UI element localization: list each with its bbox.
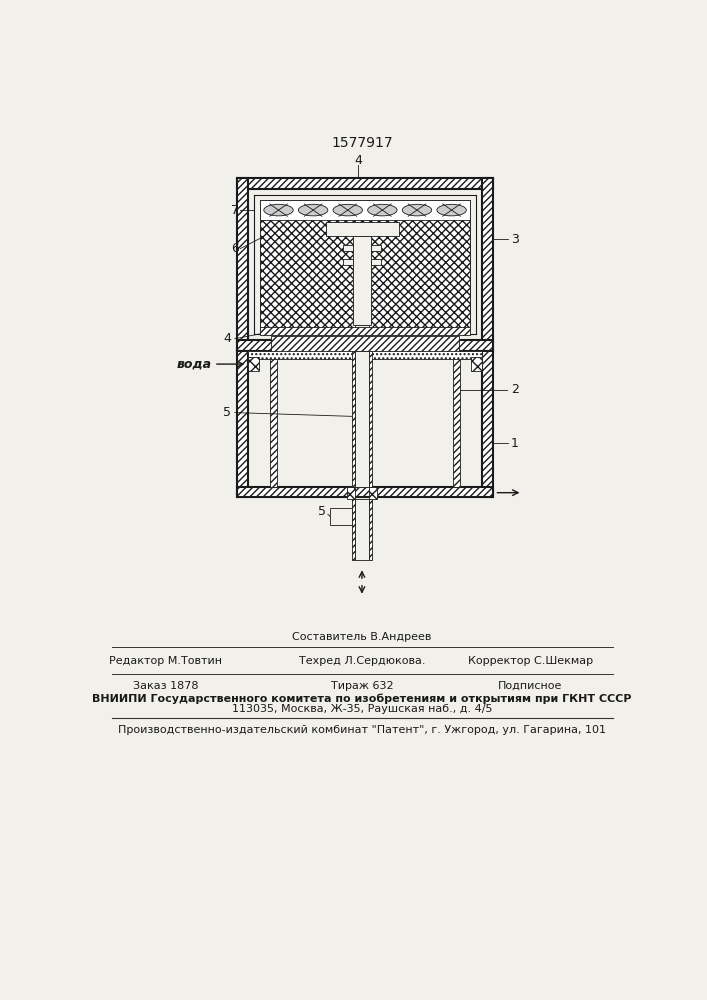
Bar xyxy=(259,215,470,329)
Text: 2: 2 xyxy=(510,383,518,396)
Bar xyxy=(482,351,493,497)
Bar xyxy=(369,351,372,487)
Bar xyxy=(248,357,259,371)
Bar xyxy=(371,245,380,251)
Ellipse shape xyxy=(333,204,363,216)
Text: Корректор С.Шекмар: Корректор С.Шекмар xyxy=(467,656,592,666)
Text: вода: вода xyxy=(177,358,211,371)
Text: 3: 3 xyxy=(510,233,518,246)
Bar xyxy=(259,200,470,220)
Bar xyxy=(248,351,270,487)
Bar xyxy=(460,351,482,487)
Text: 5: 5 xyxy=(223,406,231,419)
Bar xyxy=(472,357,482,371)
Bar xyxy=(248,189,482,340)
Ellipse shape xyxy=(402,204,432,216)
Text: Производственно-издательский комбинат "Патент", г. Ужгород, ул. Гагарина, 101: Производственно-издательский комбинат "П… xyxy=(118,725,606,735)
Ellipse shape xyxy=(368,204,397,216)
Bar xyxy=(259,327,470,335)
Bar xyxy=(344,259,353,265)
Bar xyxy=(237,178,248,351)
Bar xyxy=(355,325,369,354)
Ellipse shape xyxy=(437,204,467,216)
Text: 4: 4 xyxy=(223,332,231,345)
Ellipse shape xyxy=(264,204,293,216)
Bar xyxy=(271,336,459,356)
Bar xyxy=(237,340,493,351)
Bar xyxy=(325,222,399,235)
Text: 7: 7 xyxy=(231,204,239,217)
Bar xyxy=(344,245,353,251)
Text: Редактор М.Товтин: Редактор М.Товтин xyxy=(110,656,223,666)
Bar xyxy=(237,487,493,497)
Text: 113035, Москва, Ж-35, Раушская наб., д. 4/5: 113035, Москва, Ж-35, Раушская наб., д. … xyxy=(232,704,492,714)
Bar xyxy=(237,178,493,189)
Bar xyxy=(248,351,482,487)
Bar xyxy=(369,499,372,560)
Bar xyxy=(352,499,355,560)
Bar xyxy=(330,508,352,525)
Bar xyxy=(248,351,482,359)
Text: 1577917: 1577917 xyxy=(331,136,393,150)
Bar xyxy=(369,487,377,499)
Bar xyxy=(482,178,493,351)
Text: Подписное: Подписное xyxy=(498,681,562,691)
Bar xyxy=(355,499,369,560)
Bar xyxy=(347,487,355,499)
Bar xyxy=(452,351,460,487)
Bar xyxy=(371,259,380,265)
Text: 4: 4 xyxy=(354,154,362,167)
Bar xyxy=(270,351,277,487)
Ellipse shape xyxy=(298,204,328,216)
Text: Составитель В.Андреев: Составитель В.Андреев xyxy=(292,632,432,642)
Bar xyxy=(355,351,369,487)
Bar xyxy=(237,351,248,497)
Text: 5: 5 xyxy=(318,505,327,518)
Text: ВНИИПИ Государственного комитета по изобретениям и открытиям при ГКНТ СССР: ВНИИПИ Государственного комитета по изоб… xyxy=(92,693,631,704)
Text: Заказ 1878: Заказ 1878 xyxy=(133,681,199,691)
Text: Техред Л.Сердюкова.: Техред Л.Сердюкова. xyxy=(298,656,425,666)
Bar xyxy=(353,235,371,325)
Text: Тираж 632: Тираж 632 xyxy=(331,681,393,691)
Text: 1: 1 xyxy=(510,437,518,450)
Bar xyxy=(277,351,452,487)
Bar xyxy=(352,351,355,487)
Text: 6: 6 xyxy=(231,242,239,255)
